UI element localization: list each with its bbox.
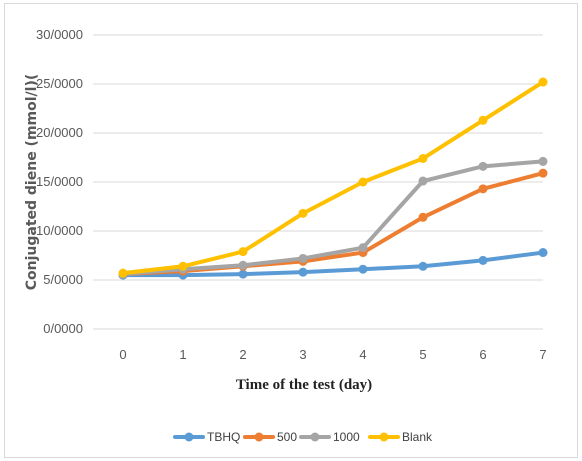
data-point [538, 168, 548, 178]
legend-label: TBHQ [207, 430, 240, 444]
data-point [298, 208, 308, 218]
x-tick-label: 0 [119, 347, 126, 362]
y-axis-ticks: 0/0000 5/0000 10/0000 15/0000 20/0000 25/0000… [36, 27, 83, 336]
y-tick-label: 20/0000 [36, 125, 83, 140]
x-tick-label: 7 [539, 347, 546, 362]
series-blank [118, 77, 548, 278]
data-point [118, 268, 128, 278]
legend: TBHQ 500 1000 Blank [173, 430, 433, 444]
gridlines [93, 34, 543, 330]
x-tick-label: 1 [179, 347, 186, 362]
data-point [538, 248, 548, 258]
legend-marker [184, 432, 194, 442]
data-point [358, 243, 368, 253]
y-tick-label: 10/0000 [36, 223, 83, 238]
legend-label: Blank [402, 430, 433, 444]
y-tick-label: 15/0000 [36, 174, 83, 189]
y-tick-label: 25/0000 [36, 76, 83, 91]
data-point [418, 261, 428, 271]
data-point [238, 260, 248, 270]
data-point [478, 115, 488, 125]
data-point [478, 255, 488, 265]
data-point [238, 247, 248, 257]
legend-label: 1000 [333, 430, 360, 444]
series-lines [118, 77, 548, 280]
legend-item: TBHQ [173, 430, 240, 444]
data-point [478, 161, 488, 171]
data-point [478, 184, 488, 194]
data-point [358, 264, 368, 274]
legend-marker [254, 432, 264, 442]
data-point [538, 156, 548, 166]
x-axis-label: Time of the test (day) [236, 377, 372, 393]
series-line [121, 159, 545, 277]
x-tick-label: 5 [419, 347, 426, 362]
x-axis-ticks: 0 1 2 3 4 5 6 7 [119, 347, 546, 362]
legend-label: 500 [277, 430, 297, 444]
legend-marker [379, 432, 389, 442]
chart-frame [4, 3, 578, 458]
legend-item: Blank [368, 430, 433, 444]
data-point [178, 261, 188, 271]
x-tick-label: 2 [239, 347, 246, 362]
data-point [418, 212, 428, 222]
x-tick-label: 3 [299, 347, 306, 362]
data-point [418, 176, 428, 186]
data-point [238, 269, 248, 279]
x-tick-label: 6 [479, 347, 486, 362]
series-line [121, 250, 545, 278]
data-point [298, 253, 308, 263]
y-axis-label: Conjugated diene (mmol/l)( [24, 74, 40, 291]
data-point [358, 177, 368, 187]
data-point [418, 153, 428, 163]
legend-item: 500 [243, 430, 297, 444]
x-tick-label: 4 [359, 347, 366, 362]
data-point [538, 77, 548, 87]
y-tick-label: 5/0000 [43, 272, 83, 287]
data-point [298, 267, 308, 277]
legend-marker [310, 432, 320, 442]
series-line [121, 80, 545, 276]
y-tick-label: 0/0000 [43, 321, 83, 336]
legend-item: 1000 [299, 430, 360, 444]
y-tick-label: 30/0000 [36, 27, 83, 42]
